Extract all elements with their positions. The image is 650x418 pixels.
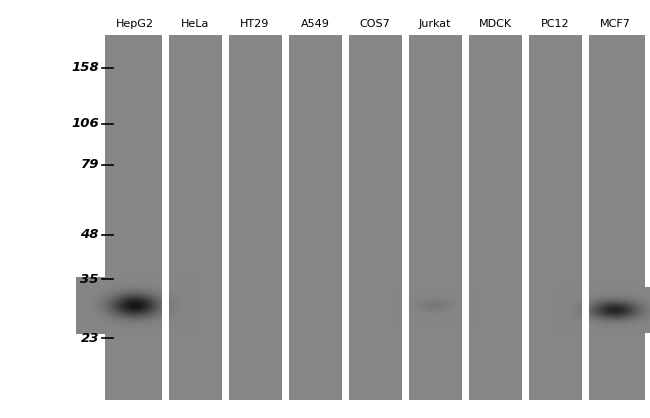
Bar [161,35,168,400]
Bar [402,35,408,400]
Bar [222,35,229,400]
Text: HeLa: HeLa [181,19,209,29]
Bar [281,35,289,400]
Text: 79: 79 [81,158,99,171]
Text: MDCK: MDCK [478,19,512,29]
Bar [521,35,528,400]
Bar [341,35,348,400]
Bar [402,35,408,400]
Bar [462,35,469,400]
Text: 158: 158 [72,61,99,74]
Bar [161,35,168,400]
Text: COS7: COS7 [359,19,391,29]
Bar [222,35,229,400]
Text: 35: 35 [81,273,99,285]
Bar [281,35,289,400]
Text: MCF7: MCF7 [599,19,630,29]
Bar [105,35,645,400]
Text: 23: 23 [81,331,99,344]
Bar [341,35,348,400]
Bar [462,35,469,400]
Text: HepG2: HepG2 [116,19,154,29]
Text: PC12: PC12 [541,19,569,29]
Text: 106: 106 [72,117,99,130]
Bar [582,35,588,400]
Text: 48: 48 [81,228,99,241]
Bar [521,35,528,400]
Text: HT29: HT29 [240,19,270,29]
Bar [582,35,588,400]
Text: Jurkat: Jurkat [419,19,451,29]
Text: A549: A549 [300,19,330,29]
